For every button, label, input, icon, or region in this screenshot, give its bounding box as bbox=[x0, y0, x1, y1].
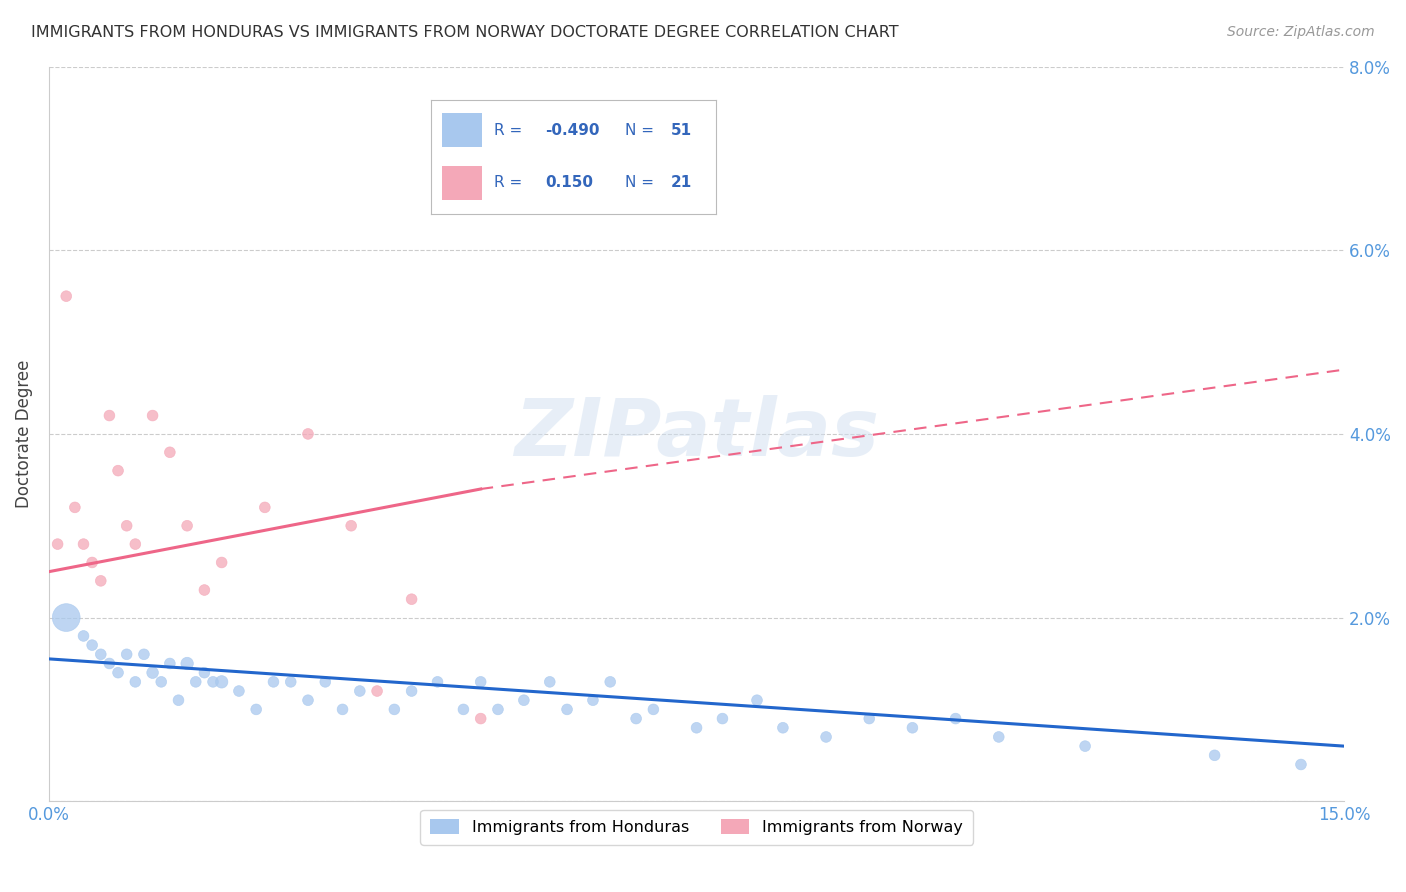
Point bbox=[366, 684, 388, 698]
Point bbox=[124, 674, 146, 689]
Point bbox=[555, 702, 578, 716]
Point bbox=[401, 592, 423, 607]
Point bbox=[513, 693, 536, 707]
Point bbox=[624, 712, 647, 726]
Point bbox=[486, 702, 509, 716]
Point bbox=[115, 648, 138, 662]
Point bbox=[901, 721, 924, 735]
Point bbox=[349, 684, 371, 698]
Point bbox=[150, 674, 173, 689]
Point bbox=[193, 582, 215, 597]
Point bbox=[253, 500, 276, 515]
Point bbox=[453, 702, 475, 716]
Point bbox=[332, 702, 354, 716]
Text: Source: ZipAtlas.com: Source: ZipAtlas.com bbox=[1227, 25, 1375, 39]
Y-axis label: Doctorate Degree: Doctorate Degree bbox=[15, 359, 32, 508]
Point bbox=[685, 721, 707, 735]
Point bbox=[63, 500, 86, 515]
Point bbox=[132, 648, 155, 662]
Point bbox=[280, 674, 302, 689]
Point bbox=[401, 684, 423, 698]
Legend: Immigrants from Honduras, Immigrants from Norway: Immigrants from Honduras, Immigrants fro… bbox=[420, 810, 973, 845]
Point bbox=[98, 657, 121, 671]
Point bbox=[98, 409, 121, 423]
Point bbox=[72, 537, 94, 551]
Point bbox=[167, 693, 190, 707]
Point bbox=[159, 657, 181, 671]
Text: ZIPatlas: ZIPatlas bbox=[515, 395, 879, 473]
Point bbox=[90, 574, 112, 588]
Point bbox=[159, 445, 181, 459]
Point bbox=[382, 702, 405, 716]
Point bbox=[297, 693, 319, 707]
Point bbox=[82, 556, 104, 570]
Point bbox=[46, 537, 69, 551]
Point bbox=[314, 674, 336, 689]
Point bbox=[176, 657, 198, 671]
Point bbox=[1074, 739, 1097, 753]
Point bbox=[643, 702, 665, 716]
Point bbox=[202, 674, 225, 689]
Point bbox=[82, 638, 104, 652]
Text: IMMIGRANTS FROM HONDURAS VS IMMIGRANTS FROM NORWAY DOCTORATE DEGREE CORRELATION : IMMIGRANTS FROM HONDURAS VS IMMIGRANTS F… bbox=[31, 25, 898, 40]
Point bbox=[124, 537, 146, 551]
Point bbox=[745, 693, 768, 707]
Point bbox=[228, 684, 250, 698]
Point bbox=[426, 674, 449, 689]
Point bbox=[1204, 748, 1226, 763]
Point bbox=[858, 712, 880, 726]
Point bbox=[470, 674, 492, 689]
Point bbox=[107, 464, 129, 478]
Point bbox=[72, 629, 94, 643]
Point bbox=[1289, 757, 1312, 772]
Point bbox=[340, 518, 363, 533]
Point bbox=[142, 665, 165, 680]
Point bbox=[772, 721, 794, 735]
Point bbox=[115, 518, 138, 533]
Point bbox=[107, 665, 129, 680]
Point bbox=[263, 674, 285, 689]
Point bbox=[470, 712, 492, 726]
Point bbox=[987, 730, 1010, 744]
Point bbox=[538, 674, 561, 689]
Point bbox=[297, 426, 319, 441]
Point bbox=[193, 665, 215, 680]
Point bbox=[711, 712, 734, 726]
Point bbox=[582, 693, 605, 707]
Point bbox=[211, 556, 233, 570]
Point bbox=[176, 518, 198, 533]
Point bbox=[599, 674, 621, 689]
Point bbox=[55, 610, 77, 624]
Point bbox=[90, 648, 112, 662]
Point bbox=[142, 409, 165, 423]
Point bbox=[211, 674, 233, 689]
Point bbox=[55, 289, 77, 303]
Point bbox=[184, 674, 207, 689]
Point bbox=[245, 702, 267, 716]
Point bbox=[815, 730, 838, 744]
Point bbox=[945, 712, 967, 726]
